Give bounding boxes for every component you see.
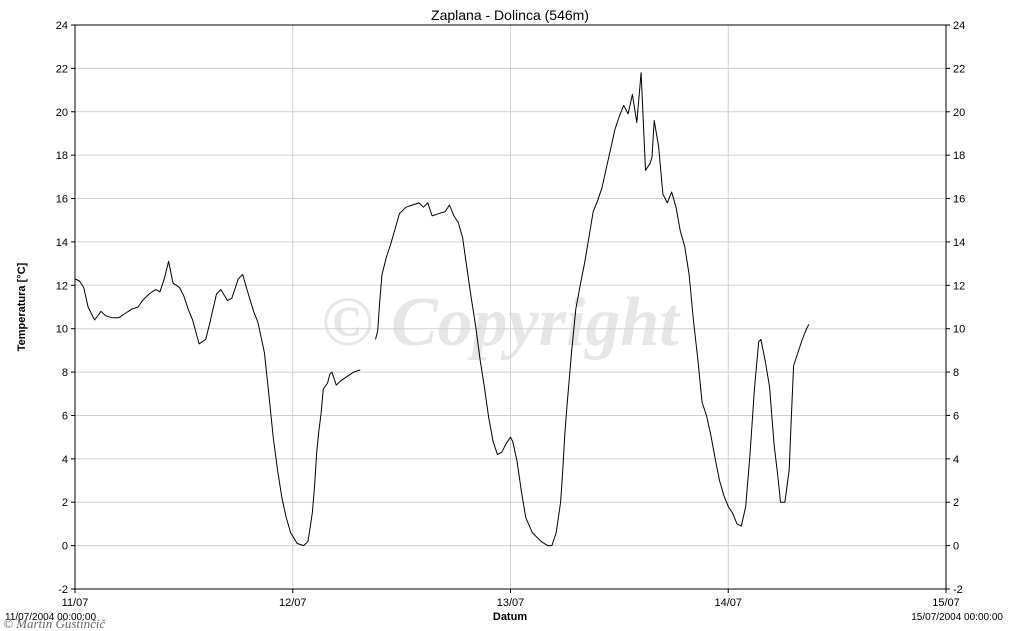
y-tick-label: 6	[62, 410, 68, 422]
y-tick-label-right: 8	[953, 367, 959, 379]
y-tick-label-right: 0	[953, 541, 959, 553]
y-tick-label: 2	[62, 497, 68, 509]
chart-title: Zaplana - Dolinca (546m)	[431, 7, 589, 23]
y-tick-label-right: 20	[953, 107, 965, 119]
y-tick-label-right: 14	[953, 237, 965, 249]
grid-lines	[75, 25, 946, 589]
x-tick-label: 12/07	[279, 597, 307, 609]
temperature-line-segment	[375, 72, 810, 547]
y-tick-label: 4	[62, 454, 68, 466]
y-tick-label: 14	[56, 237, 68, 249]
y-tick-label: 24	[56, 20, 68, 32]
y-tick-label-right: 10	[953, 324, 965, 336]
y-tick-label: 0	[62, 541, 68, 553]
y-tick-label: 16	[56, 194, 68, 206]
y-tick-label-right: 22	[953, 63, 965, 75]
y-tick-label-right: 4	[953, 454, 959, 466]
x-tick-label: 14/07	[714, 597, 742, 609]
y-tick-label: 20	[56, 107, 68, 119]
y-tick-label: 8	[62, 367, 68, 379]
copyright-watermark: © Copyright	[321, 284, 681, 361]
x-tick-label: 13/07	[497, 597, 525, 609]
x-tick-label: 11/07	[62, 597, 89, 609]
y-tick-label: 18	[56, 150, 68, 162]
end-timestamp: 15/07/2004 00:00:00	[911, 612, 1003, 623]
temperature-line-segment	[74, 260, 361, 547]
temperature-series	[74, 72, 810, 547]
author-credit: © Martin Gustinčič	[3, 616, 107, 631]
y-tick-label: 10	[56, 324, 68, 336]
x-axis-title: Datum	[493, 611, 527, 623]
x-axis: 11/07 12/07 13/07 14/07 15/07	[62, 589, 960, 609]
y-tick-label: 22	[56, 63, 68, 75]
y-axis-title: Temperatura [°C]	[16, 262, 28, 351]
y-tick-label: -2	[58, 584, 68, 596]
start-timestamp: 11/07/2004 00:00:00	[5, 612, 96, 623]
watermark-text: © Copyright	[321, 284, 681, 361]
y-tick-label-right: 18	[953, 150, 965, 162]
y-tick-label-right: 2	[953, 497, 959, 509]
y-tick-label-right: -2	[953, 584, 963, 596]
y-tick-label-right: 24	[953, 20, 965, 32]
y-tick-label-right: 16	[953, 194, 965, 206]
y-tick-label-right: 6	[953, 410, 959, 422]
x-tick-label: 15/07	[932, 597, 960, 609]
y-tick-label-right: 12	[953, 280, 965, 292]
y-tick-label: 12	[56, 280, 68, 292]
